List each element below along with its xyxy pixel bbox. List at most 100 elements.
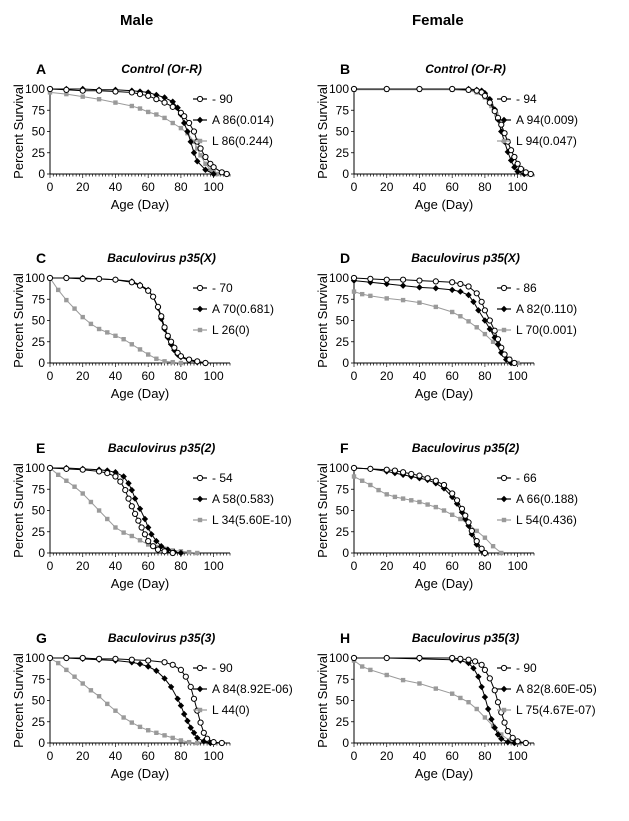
data-point: [145, 287, 152, 294]
data-point: [416, 284, 423, 291]
data-point: [482, 331, 488, 337]
survival-panel-h: H Baculovirus p35(3) 0 20 40 60 80 100 0 25 50 75 10…: [315, 630, 597, 781]
data-point: [88, 321, 94, 327]
series-control: [46, 464, 176, 557]
x-axis-label: Age (Day): [415, 386, 474, 401]
data-point: [368, 667, 373, 673]
legend: - 94 A 94(0.009) L 94(0.047): [497, 92, 578, 148]
x-tick-label: 100: [508, 749, 528, 763]
data-point: [376, 487, 381, 493]
data-point: [46, 274, 54, 282]
data-point: [457, 288, 464, 295]
data-point: [367, 465, 374, 472]
y-axis-label: Percent Survival: [11, 273, 26, 368]
legend: - 86 A 82(0.110) L 70(0.001): [497, 281, 577, 337]
legend-entry: L 70(0.001): [516, 323, 577, 337]
data-point: [200, 738, 208, 745]
data-point: [198, 153, 203, 158]
legend-entry: - 86: [516, 281, 537, 295]
data-point: [509, 734, 516, 742]
data-point: [486, 325, 494, 333]
data-point: [164, 546, 172, 553]
data-point: [195, 550, 200, 556]
data-point: [162, 733, 167, 738]
y-tick-label: 25: [32, 715, 46, 729]
x-tick-label: 40: [413, 180, 427, 194]
data-point: [136, 505, 144, 512]
legend-marker: [196, 474, 204, 482]
x-tick-label: 60: [142, 749, 156, 763]
legend-entry: A 82(0.110): [516, 302, 577, 316]
data-point: [128, 503, 135, 510]
data-point: [481, 666, 489, 674]
data-point: [470, 298, 477, 305]
y-tick-label: 100: [329, 651, 349, 665]
data-point: [448, 286, 456, 294]
data-point: [504, 728, 511, 735]
data-point: [72, 674, 77, 679]
y-tick-label: 100: [25, 82, 45, 96]
x-tick-label: 80: [478, 749, 492, 763]
y-axis-label: Percent Survival: [315, 273, 330, 368]
data-point: [511, 359, 518, 367]
x-tick-label: 0: [351, 369, 358, 383]
y-tick-label: 50: [32, 125, 46, 139]
data-point: [88, 499, 94, 505]
data-point: [432, 285, 440, 292]
x-tick-label: 100: [508, 559, 528, 573]
data-point: [202, 153, 209, 161]
series-control: [350, 274, 518, 367]
series-control: [350, 654, 529, 747]
legend-marker: [501, 327, 507, 333]
data-point: [367, 275, 374, 282]
legend-marker: [500, 495, 508, 503]
data-point: [128, 486, 136, 494]
panel-title: Baculovirus p35(2): [412, 441, 519, 455]
data-point: [190, 695, 198, 702]
y-tick-label: 75: [32, 292, 46, 306]
data-point: [501, 719, 508, 726]
y-tick-label: 0: [38, 167, 45, 181]
series-control: [350, 85, 534, 178]
data-point: [149, 293, 157, 300]
data-point: [391, 467, 399, 474]
panel-title: Baculovirus p35(2): [108, 441, 215, 455]
data-point: [504, 738, 512, 746]
data-point: [154, 303, 162, 310]
data-point: [79, 275, 86, 282]
data-point: [481, 317, 489, 324]
x-tick-label: 40: [109, 559, 123, 573]
legend-entry: - 66: [516, 471, 537, 485]
data-point: [466, 319, 471, 324]
data-point: [200, 729, 207, 736]
data-point: [125, 480, 132, 487]
legend-entry: A 66(0.188): [516, 492, 578, 506]
data-point: [79, 87, 86, 94]
y-tick-label: 75: [336, 672, 350, 686]
x-tick-label: 20: [380, 559, 394, 573]
data-point: [488, 716, 495, 723]
data-point: [433, 504, 439, 510]
series-line: [50, 657, 211, 744]
data-point: [478, 683, 485, 691]
x-tick-label: 0: [47, 559, 54, 573]
x-tick-label: 0: [351, 180, 358, 194]
data-point: [161, 99, 168, 106]
data-point: [384, 672, 389, 678]
data-point: [190, 729, 198, 736]
x-tick-label: 100: [508, 369, 528, 383]
x-axis-label: Age (Day): [415, 766, 474, 781]
data-point: [491, 108, 498, 115]
data-point: [527, 170, 534, 178]
data-point: [425, 502, 430, 507]
data-point: [409, 498, 414, 503]
legend: - 90 A 86(0.014) L 86(0.244): [193, 92, 274, 148]
x-tick-label: 40: [109, 180, 123, 194]
series-a: [350, 654, 518, 747]
data-point: [153, 537, 160, 545]
series-line: [50, 277, 206, 364]
panel-title: Baculovirus p35(3): [108, 631, 215, 645]
series-l: [351, 474, 504, 556]
data-point: [473, 538, 480, 545]
